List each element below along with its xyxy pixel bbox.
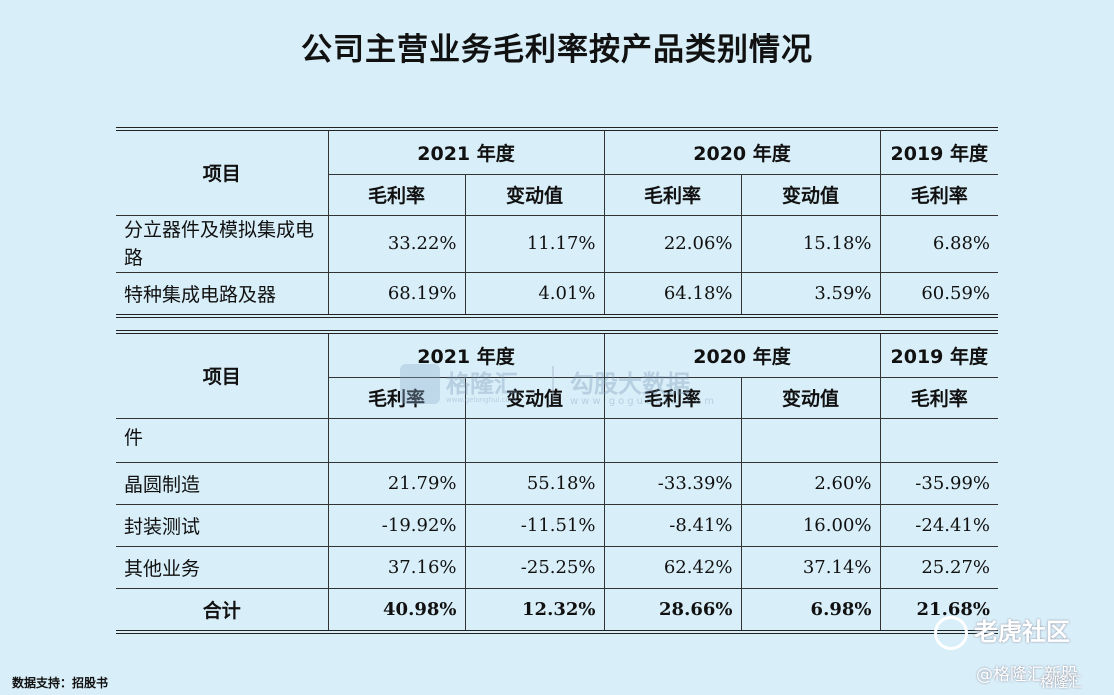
data-source: 数据支持：招股书 — [12, 676, 109, 690]
cell-value: -19.92% — [327, 503, 466, 547]
table-row: 特种集成电路及器 68.19% 4.01% 64.18% 3.59% 60.59… — [116, 271, 998, 314]
cell-value: 16.00% — [740, 503, 881, 547]
header-gross-margin: 毛利率 — [328, 173, 466, 216]
row-label: 分立器件及模拟集成电路 — [116, 214, 329, 273]
cell-value: 33.22% — [327, 214, 466, 273]
header-item: 项目 — [116, 334, 329, 419]
header-year-2019: 2019 年度 — [879, 334, 998, 378]
header-change: 变动值 — [464, 173, 605, 216]
cell-value — [879, 417, 998, 463]
author-handle: @格隆汇新股 — [976, 665, 1078, 685]
overlay-tag: 格隆汇 — [1040, 675, 1082, 691]
header-item: 项目 — [116, 131, 329, 216]
header-change: 变动值 — [740, 376, 881, 419]
cell-value: 2.60% — [740, 461, 881, 505]
table-row: 其他业务 37.16% -25.25% 62.42% 37.14% 25.27% — [116, 545, 998, 589]
cell-value: 6.88% — [879, 214, 998, 273]
tiger-logo-icon — [934, 616, 968, 650]
margin-table-top: 项目 2021 年度 2020 年度 2019 年度 毛利率 变动值 毛利率 变… — [116, 127, 998, 318]
header-year-2020: 2020 年度 — [603, 131, 881, 175]
header-year-2021: 2021 年度 — [327, 131, 605, 175]
header-gross-margin: 毛利率 — [879, 376, 998, 419]
header-gross-margin: 毛利率 — [603, 376, 742, 419]
page-title: 公司主营业务毛利率按产品类别情况 — [301, 32, 813, 68]
tiger-community-badge: 老虎社区 — [934, 612, 1070, 650]
cell-value: 4.01% — [464, 271, 605, 314]
cell-value: -24.41% — [879, 503, 998, 547]
cell-value: 3.59% — [740, 271, 881, 314]
cell-value: 15.18% — [740, 214, 881, 273]
total-row: 合计 40.98% 12.32% 28.66% 6.98% 21.68% — [116, 587, 998, 630]
header-change: 变动值 — [464, 376, 605, 419]
cell-value: 22.06% — [603, 214, 742, 273]
header-year-2021: 2021 年度 — [327, 334, 605, 378]
cell-value: 55.18% — [464, 461, 605, 505]
row-label: 其他业务 — [116, 545, 329, 589]
total-value: 28.66% — [603, 587, 742, 630]
header-gross-margin: 毛利率 — [603, 173, 742, 216]
table-row: 分立器件及模拟集成电路 33.22% 11.17% 22.06% 15.18% … — [116, 214, 998, 273]
cell-value: 21.79% — [327, 461, 466, 505]
header-gross-margin: 毛利率 — [879, 173, 998, 216]
cell-value — [464, 417, 605, 463]
row-label: 件 — [116, 417, 329, 463]
cell-value: 68.19% — [327, 271, 466, 314]
total-value: 12.32% — [464, 587, 605, 630]
cell-value: 62.42% — [603, 545, 742, 589]
table-row: 晶圆制造 21.79% 55.18% -33.39% 2.60% -35.99% — [116, 461, 998, 505]
row-label: 特种集成电路及器 — [116, 271, 329, 314]
cell-value: -35.99% — [879, 461, 998, 505]
cell-value — [603, 417, 742, 463]
margin-table-bottom: 项目 2021 年度 2020 年度 2019 年度 毛利率 变动值 毛利率 变… — [116, 330, 998, 634]
table-row: 件 — [116, 417, 998, 463]
cell-value: 11.17% — [464, 214, 605, 273]
total-value: 6.98% — [740, 587, 881, 630]
community-name: 老虎社区 — [974, 618, 1070, 646]
cell-value: -11.51% — [464, 503, 605, 547]
cell-value: 37.16% — [327, 545, 466, 589]
header-change: 变动值 — [740, 173, 881, 216]
header-year-2019: 2019 年度 — [879, 131, 998, 175]
cell-value: -33.39% — [603, 461, 742, 505]
cell-value: 60.59% — [879, 271, 998, 314]
row-label: 晶圆制造 — [116, 461, 329, 505]
cell-value — [740, 417, 881, 463]
cell-value: 37.14% — [740, 545, 881, 589]
header-year-2020: 2020 年度 — [603, 334, 881, 378]
table-row: 封装测试 -19.92% -11.51% -8.41% 16.00% -24.4… — [116, 503, 998, 547]
cell-value: -8.41% — [603, 503, 742, 547]
header-gross-margin: 毛利率 — [328, 376, 466, 419]
total-label: 合计 — [116, 587, 329, 630]
cell-value — [327, 417, 466, 463]
total-value: 40.98% — [327, 587, 466, 630]
cell-value: 64.18% — [603, 271, 742, 314]
cell-value: 25.27% — [879, 545, 998, 589]
row-label: 封装测试 — [116, 503, 329, 547]
cell-value: -25.25% — [464, 545, 605, 589]
